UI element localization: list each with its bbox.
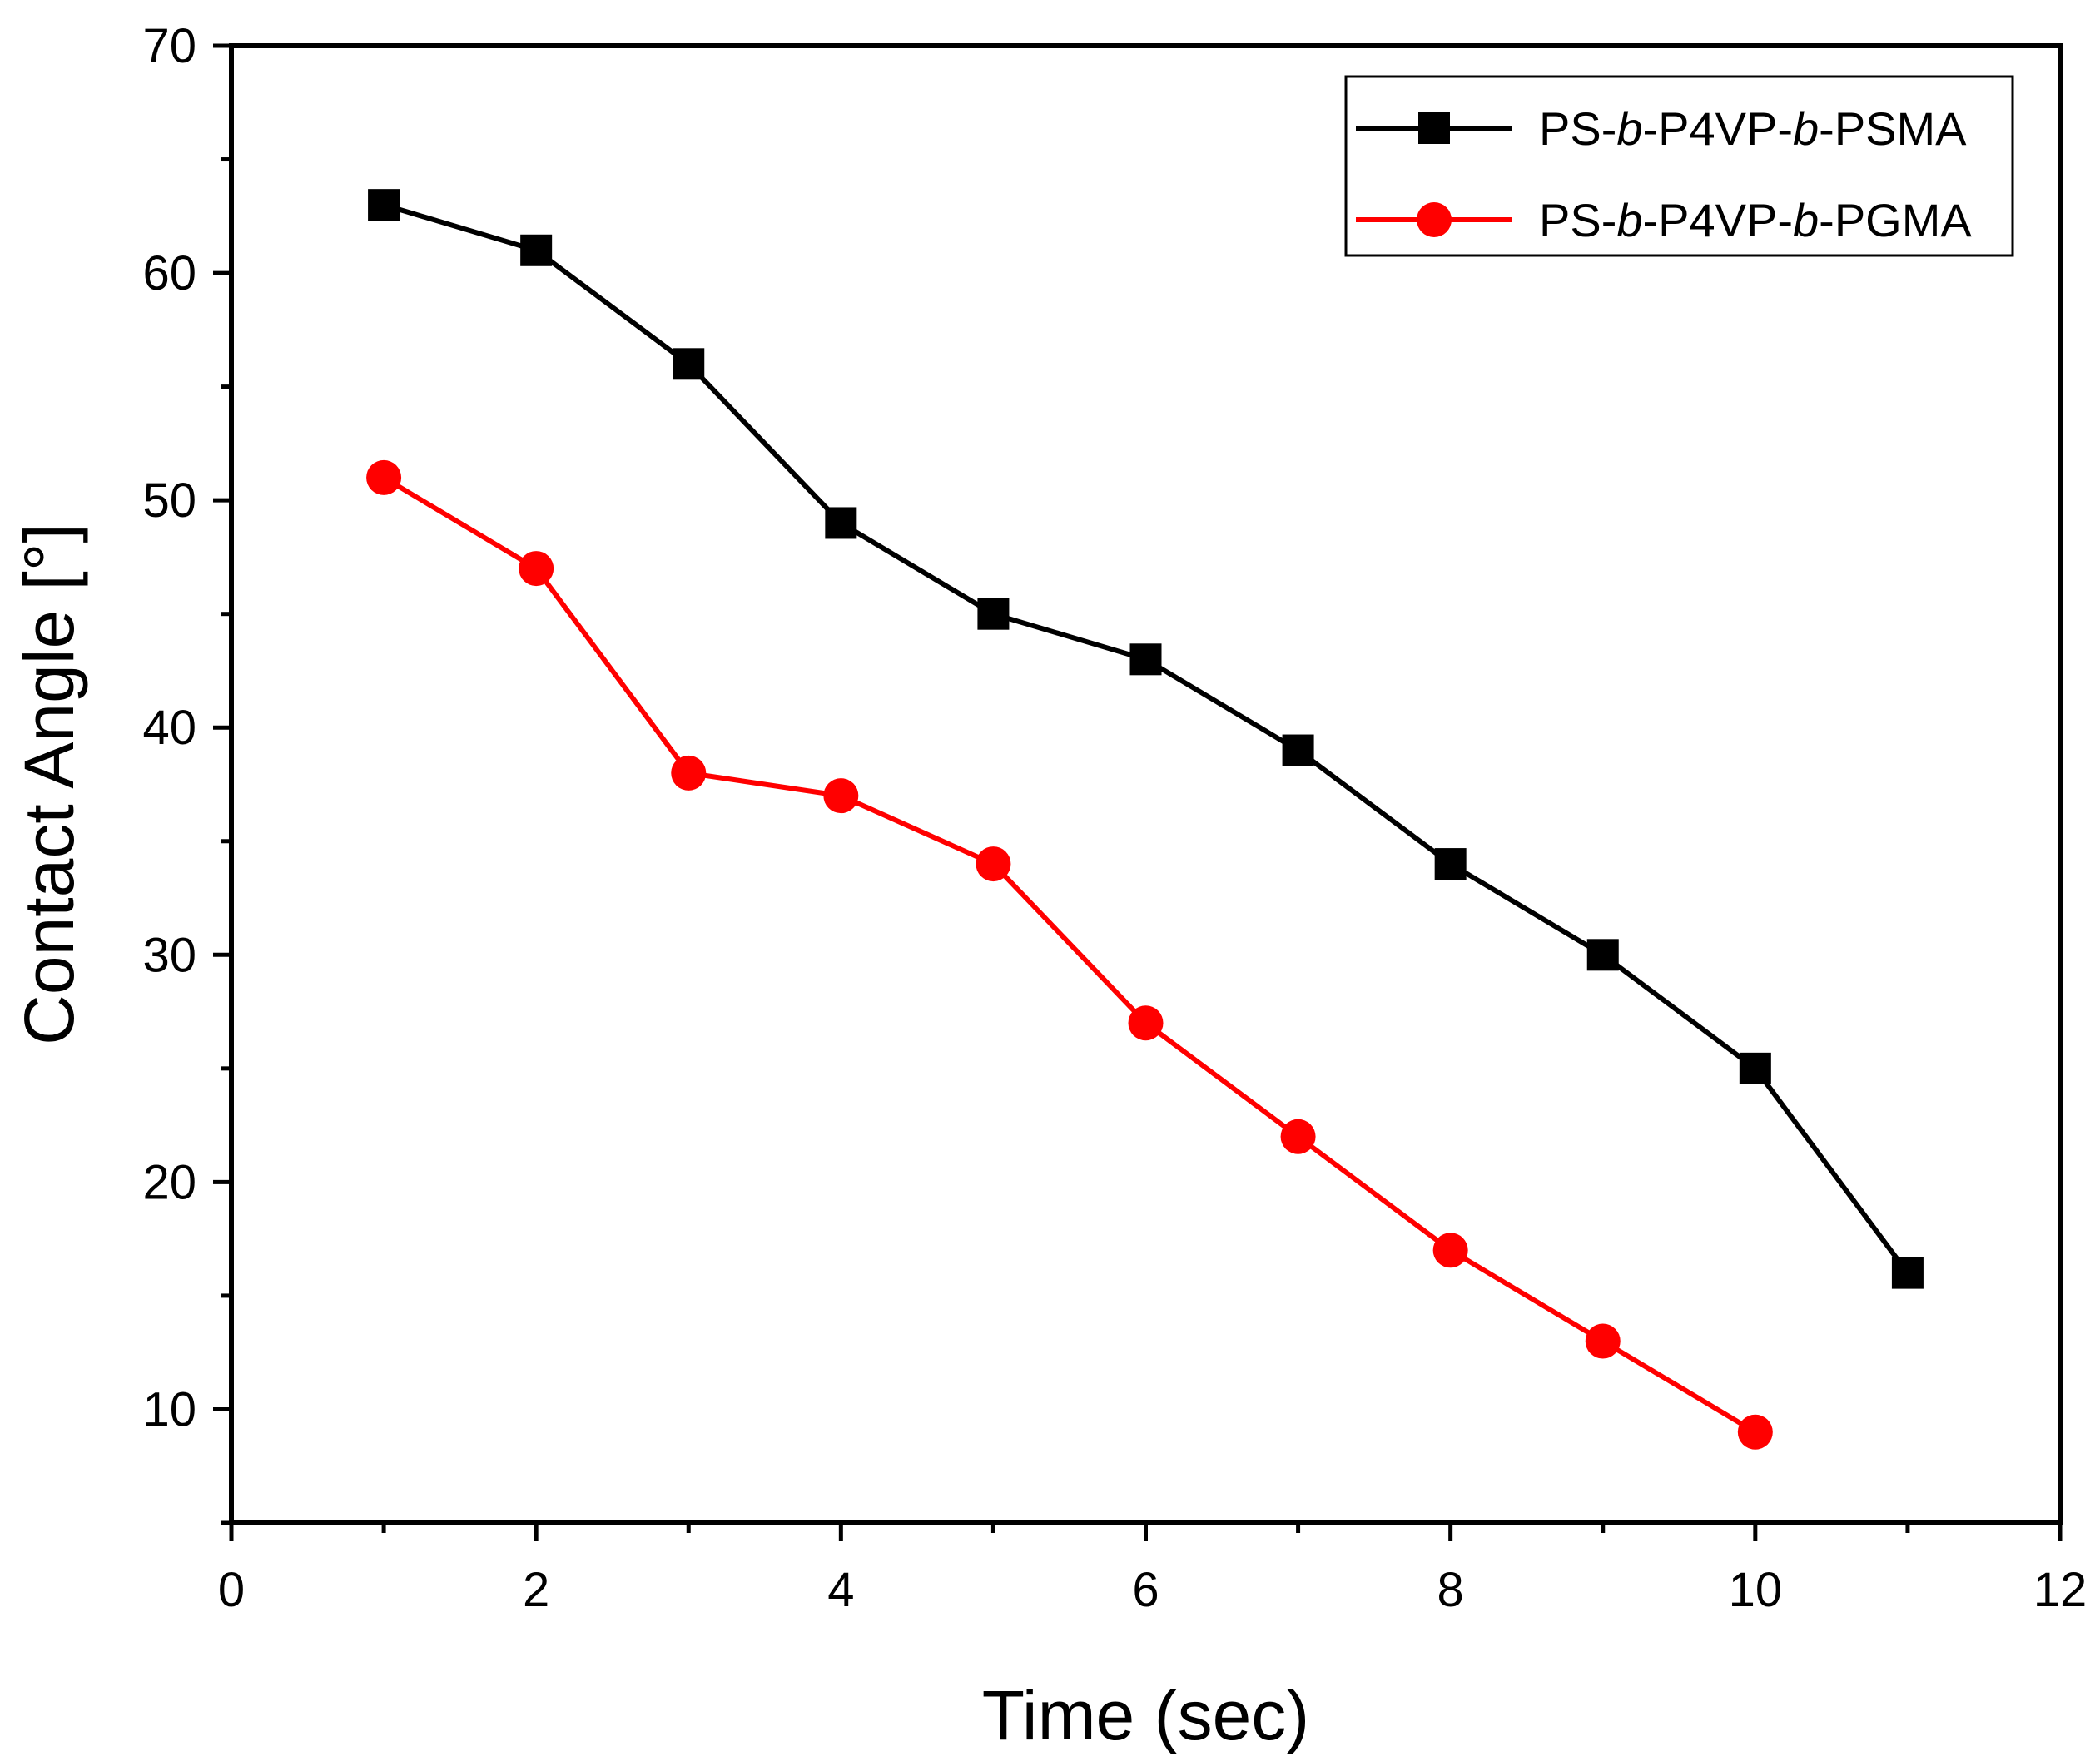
x-tick-label: 4 — [827, 1563, 854, 1617]
x-tick-label: 2 — [523, 1563, 549, 1617]
data-point — [1280, 1119, 1316, 1154]
data-point — [366, 459, 402, 495]
data-point — [976, 846, 1011, 882]
x-tick-label: 12 — [2033, 1563, 2088, 1617]
data-point — [823, 778, 859, 814]
data-point — [1128, 1005, 1164, 1041]
data-point — [671, 755, 707, 791]
series-line — [382, 475, 1757, 1435]
legend-label: PS-b-P4VP-b-PSMA — [1539, 102, 1967, 155]
series-2 — [366, 459, 1773, 1450]
data-point — [1434, 848, 1467, 880]
y-tick-label: 50 — [142, 474, 196, 528]
series-1 — [368, 189, 1924, 1289]
data-point — [1432, 1233, 1468, 1268]
y-tick-label: 30 — [142, 928, 196, 982]
data-point — [977, 598, 1010, 630]
x-axis-title: Time (sec) — [982, 1676, 1310, 1754]
plot-frame — [229, 43, 2063, 1525]
legend-marker — [1418, 112, 1450, 144]
x-tick-label: 8 — [1437, 1563, 1464, 1617]
legend-box — [1344, 75, 2014, 257]
y-tick-label: 60 — [142, 246, 196, 300]
data-point — [673, 348, 705, 380]
data-point — [1585, 1323, 1621, 1359]
legend-entry: PS-b-P4VP-b-PSMA — [1356, 102, 1967, 155]
plot-series — [366, 189, 1924, 1450]
data-point — [1891, 1257, 1924, 1289]
x-tick-label: 10 — [1729, 1563, 1783, 1617]
y-tick-label: 70 — [142, 19, 196, 73]
axes: 0 2 4 6 8 10 12 10 20 30 40 50 60 70 — [142, 19, 2087, 1617]
data-point — [1739, 1052, 1771, 1084]
data-point — [1586, 939, 1619, 971]
data-point — [1737, 1414, 1773, 1450]
y-tick-label: 20 — [142, 1155, 196, 1209]
x-tick-label: 6 — [1132, 1563, 1159, 1617]
legend-entry: PS-b-P4VP-b-PGMA — [1356, 194, 1972, 246]
y-tick-label: 10 — [142, 1382, 196, 1436]
y-axis-title: Contact Angle [°] — [10, 523, 88, 1045]
data-point — [1129, 643, 1162, 676]
data-point — [519, 551, 554, 587]
data-point — [368, 189, 400, 221]
x-tick-label: 0 — [218, 1563, 245, 1617]
data-point — [1282, 734, 1314, 766]
legend: PS-b-P4VP-b-PSMA PS-b-P4VP-b-PGMA — [1344, 75, 2014, 257]
data-point — [520, 234, 553, 266]
data-point — [825, 507, 857, 539]
legend-label: PS-b-P4VP-b-PGMA — [1539, 194, 1972, 246]
legend-marker — [1417, 202, 1452, 237]
series-line — [383, 202, 1910, 1275]
y-tick-label: 40 — [142, 701, 196, 755]
